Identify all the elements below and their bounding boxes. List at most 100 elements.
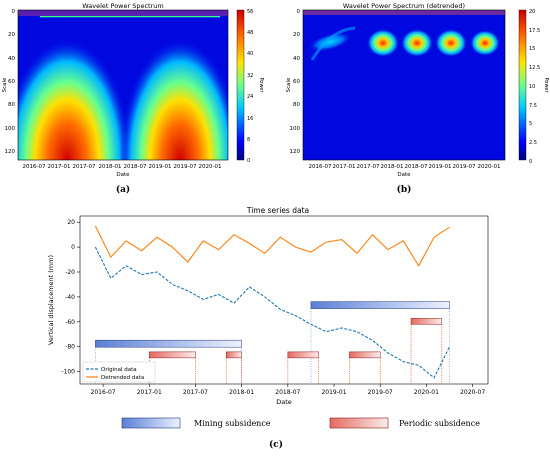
mining-subsidence-label: Mining subsidence bbox=[194, 419, 271, 428]
panel-b-plot-frame bbox=[302, 9, 506, 161]
panel-a-ytick: 0 bbox=[12, 9, 16, 15]
panel-a-xtick: 2016-07 bbox=[23, 164, 46, 170]
panel-b-xtick: 2018-07 bbox=[405, 164, 428, 170]
panel-a-cbtick: 48 bbox=[247, 30, 253, 36]
panel-b: Wavelet Power Spectrum (detrended) 0 20 … bbox=[286, 2, 549, 195]
panel-b-top-band bbox=[303, 10, 505, 15]
panel-b-blob-3 bbox=[401, 29, 433, 57]
panel-c-xtick-label: 2020-07 bbox=[460, 389, 485, 396]
panel-a-ylabel: Scale bbox=[2, 77, 8, 92]
panel-a-ytick: 100 bbox=[5, 126, 16, 132]
panel-a-colorbar-label: Power bbox=[258, 77, 264, 93]
panel-c-ytick-label: -20 bbox=[65, 269, 75, 276]
panel-b-ytick: 120 bbox=[290, 149, 301, 155]
panel-b-ytick: 0 bbox=[297, 9, 301, 15]
panel-c-legend: Original data Detrended data bbox=[82, 361, 156, 383]
panel-c-ytick-label: -60 bbox=[65, 319, 75, 326]
panel-b-blob-5 bbox=[470, 30, 500, 56]
panel-a-caption: (a) bbox=[116, 184, 130, 195]
panel-a-ytick: 80 bbox=[8, 102, 15, 108]
panel-a-xtick: 2017-07 bbox=[73, 164, 96, 170]
panel-c-y-ticks: 20 0 -20 -40 -60 -80 -100 bbox=[61, 219, 80, 376]
panel-c-ytick-label: -100 bbox=[61, 369, 75, 376]
panel-b-cbtick: 17.5 bbox=[529, 28, 540, 34]
panel-c-ytick-label: -40 bbox=[65, 294, 75, 301]
panel-b-cbtick: 10 bbox=[529, 84, 535, 90]
panel-c-ytick-label: 0 bbox=[71, 244, 75, 251]
panel-a-xtick: 2019-07 bbox=[174, 164, 197, 170]
panel-b-y-ticks: 0 20 40 60 80 100 120 bbox=[290, 9, 301, 155]
panel-b-ytick: 100 bbox=[290, 126, 301, 132]
periodic-subsidence-bar bbox=[349, 351, 381, 359]
periodic-subsidence-label: Periodic subsidence bbox=[399, 419, 480, 428]
detrended-data-line bbox=[94, 225, 450, 267]
periodic-subsidence-bar bbox=[410, 318, 443, 325]
periodic-subsidence-bar bbox=[287, 351, 319, 359]
panel-a: Wavelet Power Spectrum 0 20 40 60 80 100… bbox=[2, 2, 264, 195]
panel-a-y-ticks: 0 20 40 60 80 100 120 bbox=[5, 9, 16, 155]
panel-c-xtick-label: 2016-07 bbox=[91, 389, 116, 396]
panel-b-cbtick: 2.5 bbox=[529, 140, 537, 146]
panel-c-subsidence-bars bbox=[95, 301, 450, 384]
panel-a-ytick: 60 bbox=[8, 79, 15, 85]
panel-b-cbtick: 7.5 bbox=[529, 103, 537, 109]
panel-b-xtick: 2016-07 bbox=[309, 164, 332, 170]
panel-c-plot-frame bbox=[79, 215, 489, 385]
panel-b-xtick: 2019-01 bbox=[429, 164, 452, 170]
panel-b-ytick: 20 bbox=[293, 32, 300, 38]
panel-c-xtick-label: 2019-01 bbox=[321, 389, 346, 396]
periodic-subsidence-bar bbox=[226, 351, 242, 359]
panel-b-colorbar bbox=[518, 9, 527, 161]
panel-a-xtick: 2018-07 bbox=[124, 164, 147, 170]
panel-b-blob-4 bbox=[435, 29, 467, 57]
panel-a-colorbar-ticks: 56 48 40 32 24 16 8 0 bbox=[247, 9, 253, 164]
panel-c-xlabel: Date bbox=[276, 398, 292, 406]
mining-subsidence-bar bbox=[95, 339, 242, 348]
panel-a-title: Wavelet Power Spectrum bbox=[82, 2, 163, 10]
panel-b-xtick: 2019-07 bbox=[453, 164, 476, 170]
panel-a-xtick: 2018-01 bbox=[99, 164, 122, 170]
panel-b-ytick: 80 bbox=[293, 102, 300, 108]
panel-b-heatmap-background bbox=[303, 10, 505, 160]
panel-b-ytick: 60 bbox=[293, 79, 300, 85]
panel-b-cbtick: 5 bbox=[529, 121, 532, 127]
panel-a-blob-right bbox=[120, 40, 228, 160]
panel-b-xtick: 2017-01 bbox=[333, 164, 356, 170]
panel-a-cbtick: 24 bbox=[247, 94, 253, 100]
panel-b-x-ticks: 2016-07 2017-01 2017-07 2018-01 2018-07 … bbox=[309, 164, 501, 170]
panel-b-blob-2 bbox=[367, 29, 399, 57]
panel-a-top-band bbox=[18, 10, 228, 16]
panel-b-xlabel: Date bbox=[397, 172, 411, 178]
panel-a-cbtick: 8 bbox=[247, 137, 250, 143]
panel-b-ytick: 40 bbox=[293, 56, 300, 62]
panel-c-xtick-label: 2017-01 bbox=[137, 389, 162, 396]
panel-b-colorbar-label: Power bbox=[543, 77, 549, 93]
panel-b-xtick: 2018-01 bbox=[381, 164, 404, 170]
panel-a-cbtick: 40 bbox=[247, 51, 253, 57]
panel-a-xtick: 2019-01 bbox=[149, 164, 172, 170]
mining-subsidence-swatch bbox=[121, 417, 181, 429]
original-data-line bbox=[94, 246, 450, 379]
panel-c-ytick-label: 20 bbox=[67, 219, 75, 226]
panel-b-colorbar-ticks: 20 17.5 15 12.5 10 7.5 5 2.5 0 bbox=[529, 9, 540, 165]
panel-b-cbtick: 20 bbox=[529, 9, 535, 15]
panel-a-cbtick: 56 bbox=[247, 9, 253, 15]
panel-b-cbtick: 0 bbox=[529, 159, 532, 165]
panel-a-xlabel: Date bbox=[116, 172, 130, 178]
panel-b-arc-left bbox=[310, 26, 356, 61]
panel-c-ylabel: Vertical displacement (mm) bbox=[47, 255, 55, 345]
legend-box bbox=[82, 361, 156, 383]
periodic-subsidence-swatch bbox=[329, 417, 389, 429]
panel-a-ytick: 20 bbox=[8, 32, 15, 38]
panel-a-ytick: 120 bbox=[5, 149, 16, 155]
panel-c-xtick-label: 2017-07 bbox=[183, 389, 208, 396]
panel-c-xtick-label: 2018-07 bbox=[275, 389, 300, 396]
panel-b-ylabel: Scale bbox=[286, 77, 292, 92]
panel-a-colorbar bbox=[236, 9, 245, 161]
panel-a-plot-frame bbox=[17, 9, 229, 161]
panel-b-title: Wavelet Power Spectrum (detrended) bbox=[343, 2, 465, 10]
panel-c-xtick-label: 2020-01 bbox=[414, 389, 439, 396]
panel-a-cbtick: 0 bbox=[247, 158, 250, 164]
panel-a-cbtick: 32 bbox=[247, 73, 253, 79]
